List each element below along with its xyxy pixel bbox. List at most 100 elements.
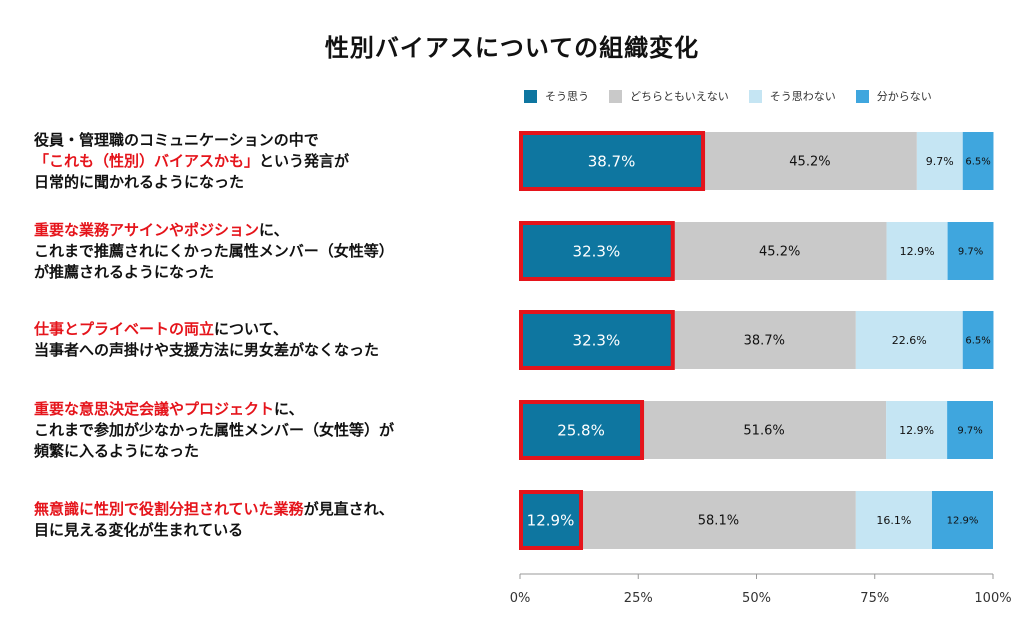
data-label-r1-s2: 12.9% [900, 245, 935, 258]
legend-label-disagree: そう思わない [769, 90, 836, 103]
legend-swatch-unknown [855, 89, 869, 103]
row-label-0: 役員・管理職のコミュニケーションの中で 「これも（性別）バイアスかも」という発言が… [34, 130, 504, 193]
x-tick-label-1: 25% [624, 591, 653, 606]
row-label-line: 仕事とプライベートの両立について、 [34, 319, 504, 340]
row-label-2: 仕事とプライベートの両立について、 当事者への声掛けや支援方法に男女差がなくなった [34, 319, 504, 361]
row-label-text: これまで推薦されにくかった属性メンバー（女性等） [34, 241, 394, 260]
data-label-r1-s1: 45.2% [759, 245, 800, 260]
row-label-text: について、 [214, 320, 288, 338]
bar-segment-r2-s2 [855, 311, 963, 369]
legend-label-unknown: 分からない [876, 90, 932, 103]
data-label-r2-s1: 38.7% [744, 334, 785, 349]
bar-segment-r0-s2 [916, 132, 963, 190]
legend-item-unknown: 分からない [855, 88, 932, 104]
bar-segment-r0-s0 [520, 132, 704, 190]
row-label-line: これまで推薦されにくかった属性メンバー（女性等） [34, 241, 504, 262]
x-tick-label-3: 75% [860, 591, 889, 606]
row-label-4: 無意識に性別で役割分担されていた業務が見直され、 目に見える変化が生まれている [34, 499, 504, 541]
bar-segment-r3-s3 [947, 401, 993, 459]
legend-swatch-disagree [748, 89, 762, 103]
row-label-line: これまで参加が少なかった属性メンバー（女性等）が [34, 420, 504, 441]
data-label-r4-s1: 58.1% [698, 514, 739, 529]
legend-label-agree: そう思う [545, 90, 589, 103]
row-label-text: 頻繁に入るようになった [34, 441, 200, 460]
data-label-r2-s3: 6.5% [965, 336, 990, 347]
row-label-text: に、 [259, 220, 289, 239]
row-label-highlight-text: 重要な業務アサインやポジション [34, 220, 260, 239]
row-label-line: 重要な業務アサインやポジションに、 [34, 220, 504, 241]
row-label-text: 目に見える変化が生まれている [34, 521, 244, 539]
highlight-box-r2 [519, 310, 675, 370]
data-label-r3-s1: 51.6% [743, 424, 784, 439]
data-label-r2-s2: 22.6% [892, 334, 927, 347]
x-tick-label-2: 50% [742, 591, 771, 606]
bar-segment-r2-s1 [672, 311, 856, 369]
bar-segment-r4-s0 [520, 491, 582, 549]
row-label-highlight-text: 仕事とプライベートの両立 [34, 320, 215, 338]
chart-title: 性別バイアスについての組織変化 [324, 34, 700, 62]
data-label-r4-s3: 12.9% [947, 516, 979, 527]
highlight-box-r4 [519, 490, 584, 550]
legend-swatch-agree [524, 89, 537, 103]
row-label-text: これまで参加が少なかった属性メンバー（女性等）が [34, 420, 395, 439]
row-label-line: 当事者への声掛けや支援方法に男女差がなくなった [34, 340, 504, 361]
data-label-r0-s3: 6.5% [965, 157, 990, 168]
row-label-text: に、 [274, 399, 304, 418]
x-tick-label-4: 100% [974, 591, 1011, 606]
bar-segment-r4-s1 [581, 491, 856, 549]
data-label-r4-s2: 16.1% [876, 514, 911, 527]
row-label-line: 目に見える変化が生まれている [34, 520, 504, 541]
bar-segment-r1-s3 [947, 222, 994, 280]
bar-segment-r3-s2 [886, 401, 948, 459]
legend-label-neutral: どちらともいえない [630, 90, 729, 103]
data-label-r0-s1: 45.2% [789, 155, 830, 170]
data-label-r3-s0: 25.8% [557, 421, 605, 439]
row-label-3: 重要な意思決定会議やプロジェクトに、 これまで参加が少なかった属性メンバー（女性等… [34, 399, 504, 462]
row-label-line: 重要な意思決定会議やプロジェクトに、 [34, 399, 504, 420]
bar-segment-r4-s3 [931, 491, 993, 549]
row-label-line: が推薦されるようになった [34, 262, 504, 283]
bar-segment-r1-s0 [520, 222, 673, 280]
row-label-highlight-text: 無意識に性別で役割分担されていた業務 [34, 500, 304, 518]
data-label-r0-s2: 9.7% [926, 155, 954, 168]
row-label-line: 日常的に聞かれるようになった [34, 172, 504, 193]
row-label-line: 無意識に性別で役割分担されていた業務が見直され、 [34, 499, 504, 520]
row-label-line: 頻繁に入るようになった [34, 441, 504, 462]
bar-segment-r3-s0 [520, 401, 643, 459]
row-label-highlight-text: 重要な意思決定会議やプロジェクト [34, 399, 275, 418]
row-label-text: 役員・管理職のコミュニケーションの中で [34, 130, 319, 149]
highlight-box-r0 [519, 131, 706, 191]
highlight-box-r1 [519, 221, 675, 281]
data-label-r4-s0: 12.9% [527, 511, 575, 529]
data-label-r1-s3: 9.7% [958, 247, 983, 258]
legend-item-disagree: そう思わない [748, 88, 836, 104]
bar-segment-r3-s1 [642, 401, 887, 459]
data-label-r3-s3: 9.7% [957, 426, 982, 437]
bar-segment-r1-s2 [886, 222, 948, 280]
data-label-r2-s0: 32.3% [573, 331, 621, 349]
legend-swatch-neutral [609, 89, 622, 103]
row-label-1: 重要な業務アサインやポジションに、 これまで推薦されにくかった属性メンバー（女性等… [34, 220, 504, 283]
data-label-r0-s0: 38.7% [588, 152, 636, 170]
data-label-r1-s0: 32.3% [573, 242, 621, 260]
data-label-r3-s2: 12.9% [899, 424, 934, 437]
bar-segment-r1-s1 [672, 222, 887, 280]
row-label-highlight-text: 「これも（性別）バイアスかも」 [34, 151, 260, 170]
legend-item-neutral: どちらともいえない [609, 88, 729, 104]
row-label-text: が見直され、 [303, 500, 394, 518]
legend: そう思う どちらともいえない そう思わない 分からない [524, 88, 952, 104]
row-label-text: が推薦されるようになった [34, 262, 215, 281]
bar-segment-r0-s3 [962, 132, 994, 190]
highlight-box-r3 [519, 400, 645, 460]
bar-segment-r4-s2 [855, 491, 932, 549]
bar-segment-r0-s1 [703, 132, 917, 190]
row-label-text: という発言が [259, 151, 350, 170]
row-label-line: 役員・管理職のコミュニケーションの中で [34, 130, 504, 151]
bar-segment-r2-s0 [520, 311, 673, 369]
x-tick-label-0: 0% [510, 591, 531, 606]
row-label-text: 当事者への声掛けや支援方法に男女差がなくなった [34, 341, 380, 359]
row-label-text: 日常的に聞かれるようになった [34, 172, 245, 191]
legend-item-agree: そう思う [524, 88, 589, 104]
row-label-line: 「これも（性別）バイアスかも」という発言が [34, 151, 504, 172]
